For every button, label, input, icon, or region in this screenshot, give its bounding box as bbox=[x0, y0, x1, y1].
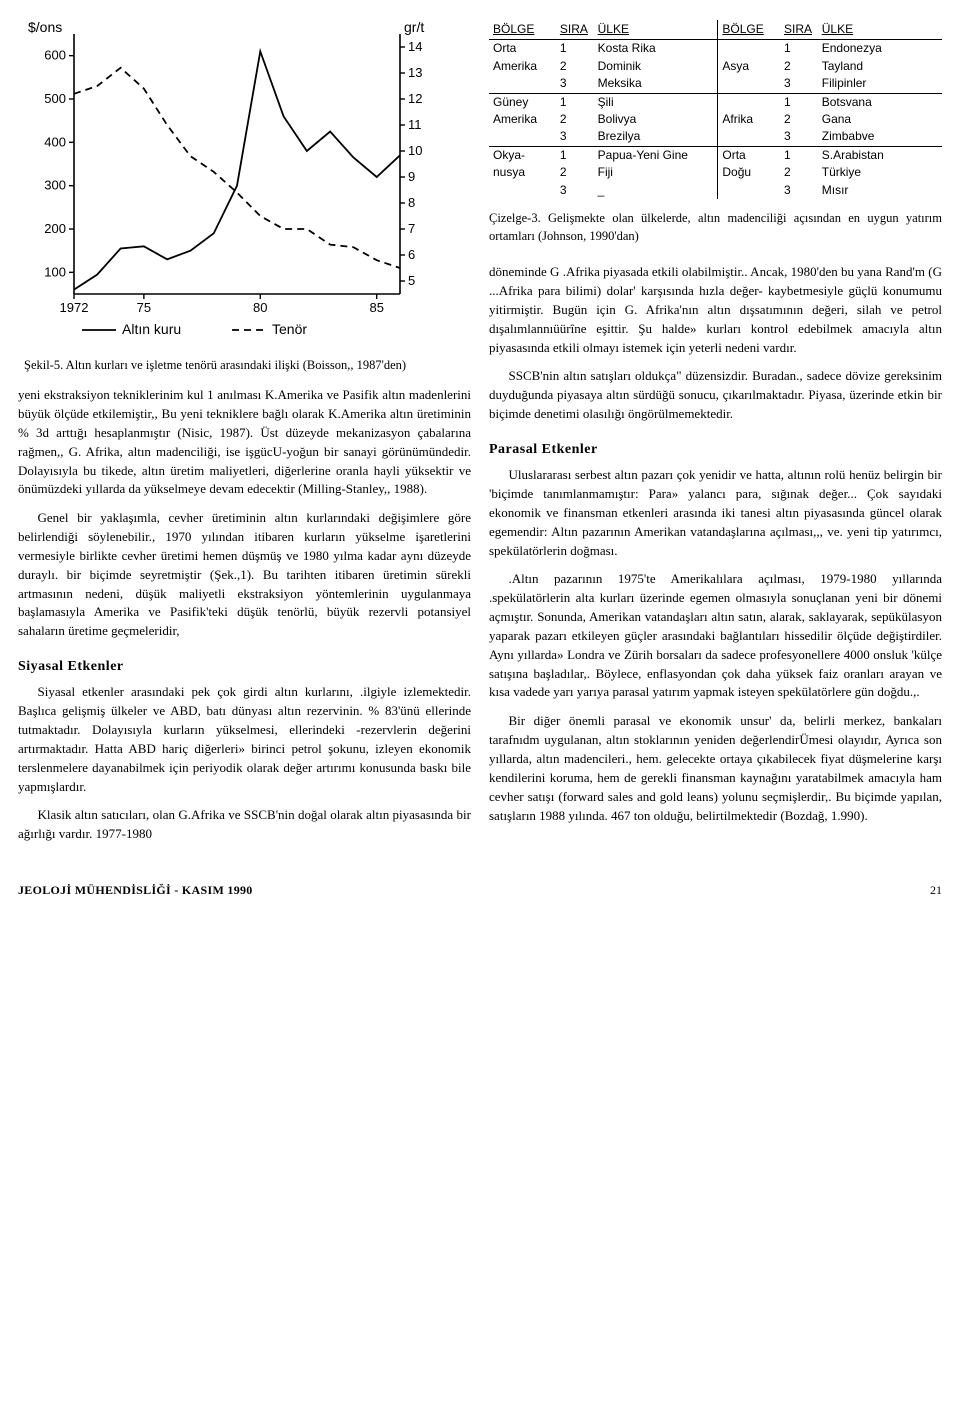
svg-text:10: 10 bbox=[408, 143, 422, 158]
body-paragraph: Klasik altın satıcıları, olan G.Afrika v… bbox=[18, 806, 471, 844]
table-header: ÜLKE bbox=[594, 20, 718, 40]
table-header: BÖLGE bbox=[718, 20, 780, 40]
svg-text:9: 9 bbox=[408, 169, 415, 184]
table-caption: Çizelge-3. Gelişmekte olan ülkelerde, al… bbox=[489, 209, 942, 245]
body-paragraph: Genel bir yaklaşımla, cevher üretiminin … bbox=[18, 509, 471, 641]
section-heading-monetary: Parasal Etkenler bbox=[489, 440, 942, 460]
body-paragraph: SSCB'nin altın satışları oldukça" düzens… bbox=[489, 367, 942, 424]
table-row: Okya-1Papua-Yeni GineOrta1S.Arabistan bbox=[489, 146, 942, 164]
svg-text:11: 11 bbox=[408, 117, 422, 132]
table-row: 3Meksika3Filipinler bbox=[489, 75, 942, 93]
chart-gold-price-vs-grade: 100 200 300 400 500 600 5 6 7 8 9 10 11 12 13 14 1972 75 8… bbox=[18, 20, 448, 350]
svg-text:12: 12 bbox=[408, 91, 422, 106]
svg-text:75: 75 bbox=[137, 300, 151, 315]
svg-text:100: 100 bbox=[44, 264, 66, 279]
table-row: 3Brezilya3Zimbabve bbox=[489, 128, 942, 146]
table-header: ÜLKE bbox=[818, 20, 942, 40]
svg-text:8: 8 bbox=[408, 195, 415, 210]
svg-text:Altın kuru: Altın kuru bbox=[122, 321, 181, 337]
body-paragraph: döneminde G .Afrika piyasada etkili olab… bbox=[489, 263, 942, 357]
table-row: Orta1Kosta Rika1Endonezya bbox=[489, 40, 942, 58]
table-row: Amerika2DominikAsya2Tayland bbox=[489, 58, 942, 75]
table-header: SIRA bbox=[780, 20, 818, 40]
svg-text:200: 200 bbox=[44, 221, 66, 236]
svg-text:1972: 1972 bbox=[60, 300, 89, 315]
svg-text:80: 80 bbox=[253, 300, 267, 315]
svg-text:7: 7 bbox=[408, 221, 415, 236]
svg-text:600: 600 bbox=[44, 48, 66, 63]
svg-text:gr/t: gr/t bbox=[404, 20, 424, 35]
right-column: BÖLGESIRAÜLKEBÖLGESIRAÜLKEOrta1Kosta Rik… bbox=[489, 20, 942, 854]
table-row: Amerika2BolivyaAfrika2Gana bbox=[489, 111, 942, 128]
table-header: SIRA bbox=[556, 20, 594, 40]
svg-text:13: 13 bbox=[408, 65, 422, 80]
body-paragraph: Uluslararası serbest altın pazarı çok ye… bbox=[489, 466, 942, 560]
page-footer: JEOLOJİ MÜHENDİSLİĞİ - KASIM 1990 21 bbox=[18, 882, 942, 899]
table-header: BÖLGE bbox=[489, 20, 556, 40]
body-paragraph: .Altın pazarının 1975'te Amerikalılara a… bbox=[489, 570, 942, 702]
table-3: BÖLGESIRAÜLKEBÖLGESIRAÜLKEOrta1Kosta Rik… bbox=[489, 20, 942, 199]
footer-journal: JEOLOJİ MÜHENDİSLİĞİ - KASIM 1990 bbox=[18, 882, 253, 899]
svg-text:400: 400 bbox=[44, 134, 66, 149]
body-paragraph: yeni ekstraksiyon tekniklerinim kul 1 an… bbox=[18, 386, 471, 499]
svg-text:85: 85 bbox=[369, 300, 383, 315]
figure-caption: Şekil-5. Altın kurları ve işletme tenörü… bbox=[18, 356, 471, 374]
svg-text:500: 500 bbox=[44, 91, 66, 106]
table-row: Güney1Şili1Botsvana bbox=[489, 93, 942, 111]
section-heading-political: Siyasal Etkenler bbox=[18, 657, 471, 677]
table-row: nusya2FijiDoğu2Türkiye bbox=[489, 164, 942, 181]
body-paragraph: Bir diğer önemli parasal ve ekonomik uns… bbox=[489, 712, 942, 825]
left-column: 100 200 300 400 500 600 5 6 7 8 9 10 11 12 13 14 1972 75 8… bbox=[18, 20, 471, 854]
svg-text:Tenör: Tenör bbox=[272, 321, 307, 337]
table-row: 3_3Mısır bbox=[489, 182, 942, 199]
body-paragraph: Siyasal etkenler arasındaki pek çok gird… bbox=[18, 683, 471, 796]
figure-5: 100 200 300 400 500 600 5 6 7 8 9 10 11 12 13 14 1972 75 8… bbox=[18, 20, 471, 374]
svg-text:6: 6 bbox=[408, 247, 415, 262]
footer-page-number: 21 bbox=[930, 882, 942, 899]
svg-text:5: 5 bbox=[408, 273, 415, 288]
svg-text:300: 300 bbox=[44, 178, 66, 193]
svg-text:$/ons: $/ons bbox=[28, 20, 62, 35]
svg-text:14: 14 bbox=[408, 39, 422, 54]
